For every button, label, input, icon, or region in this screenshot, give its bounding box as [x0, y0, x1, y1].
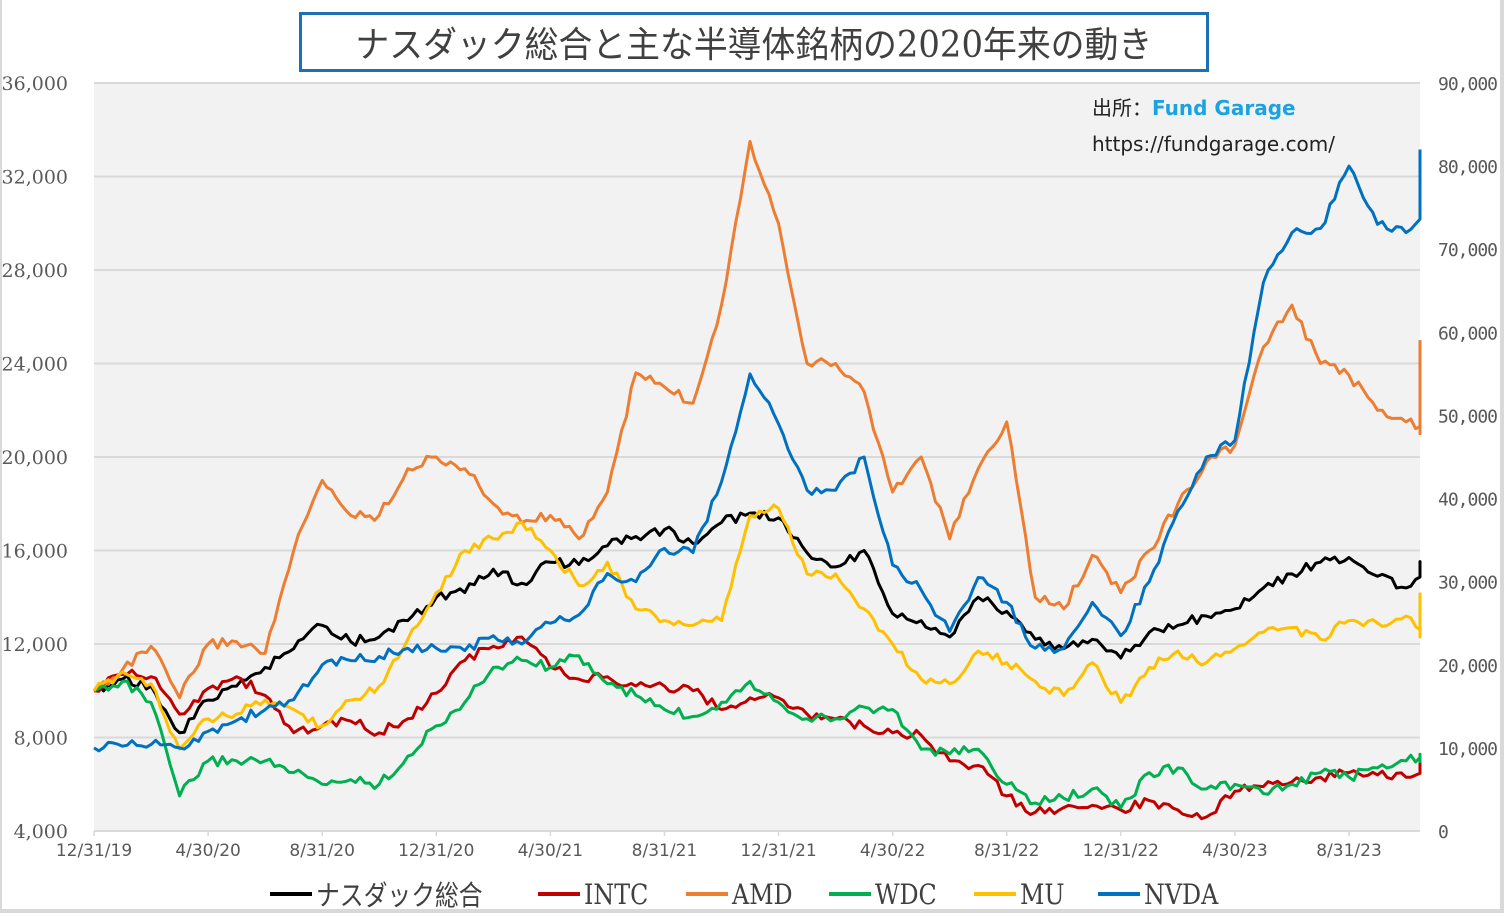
left-tick-label: 36,000	[2, 73, 68, 95]
right-tick-label: 10,000	[1438, 739, 1498, 760]
x-tick-label: 12/31/22	[1083, 841, 1159, 861]
left-tick-label: 4,000	[14, 821, 68, 843]
right-tick-label: 40,000	[1438, 490, 1498, 511]
legend-swatch	[270, 892, 312, 896]
x-tick-label: 12/31/20	[398, 841, 474, 861]
legend-label: AMD	[731, 877, 793, 911]
series-line-nvda	[93, 149, 1422, 753]
chart-title: ナスダック総合と主な半導体銘柄の2020年来の動き	[355, 25, 1153, 66]
x-tick-label: 4/30/20	[175, 841, 241, 861]
legend-label: WDC	[875, 877, 937, 911]
series-lines	[92, 139, 1422, 821]
left-tick-label: 32,000	[2, 167, 68, 189]
right-tick-label: 70,000	[1438, 240, 1498, 261]
legend-swatch	[1097, 892, 1140, 896]
x-tick-label: 8/31/23	[1316, 841, 1382, 861]
x-tick-label: 4/30/23	[1202, 841, 1268, 861]
x-tick-label: 12/31/19	[56, 841, 132, 861]
x-tick-label: 8/31/22	[974, 841, 1040, 861]
source-credit: 出所：Fund Garage	[1092, 92, 1296, 121]
source-label: 出所：	[1092, 96, 1152, 120]
legend-swatch	[538, 892, 581, 896]
legend-label: INTC	[584, 877, 649, 911]
x-tick-label: 12/31/21	[740, 841, 816, 861]
right-tick-label: 60,000	[1438, 323, 1498, 344]
x-tick-label: 4/30/22	[860, 841, 926, 861]
x-tick-label: 4/30/21	[518, 841, 584, 861]
legend-item[interactable]: NVDA	[1097, 877, 1231, 911]
series-line-mu	[92, 503, 1422, 751]
left-tick-label: 8,000	[14, 728, 68, 750]
x-tick-label: 8/31/21	[632, 841, 698, 861]
legend-item[interactable]: AMD	[685, 877, 803, 911]
right-tick-label: 20,000	[1438, 656, 1498, 677]
legend-label: MU	[1019, 877, 1065, 911]
right-tick-label: 90,000	[1438, 74, 1498, 95]
left-tick-label: 16,000	[2, 541, 68, 563]
legend-item[interactable]: ナスダック総合	[270, 874, 512, 914]
right-tick-label: 80,000	[1438, 157, 1498, 178]
left-tick-label: 12,000	[2, 634, 68, 656]
x-tick-label: 8/31/20	[289, 841, 355, 861]
legend-item[interactable]: MU	[973, 877, 1072, 911]
legend-label: ナスダック総合	[316, 879, 483, 912]
legend-swatch	[685, 892, 728, 896]
left-tick-label: 24,000	[2, 354, 68, 376]
left-axis: 4,000 8,000 12,000 16,000 20,000 24,000 28,000…	[2, 73, 68, 843]
legend-item[interactable]: INTC	[538, 878, 660, 911]
series-line-amd	[92, 139, 1422, 700]
legend-item[interactable]: WDC	[829, 878, 948, 911]
right-tick-label: 0	[1438, 822, 1449, 843]
right-axis: 0 10,000 20,000 30,000 40,000 50,000 60,000 70,…	[1438, 74, 1498, 843]
chart-title-box: ナスダック総合と主な半導体銘柄の2020年来の動き	[299, 12, 1209, 72]
right-tick-label: 30,000	[1438, 573, 1498, 594]
legend-label: NVDA	[1143, 877, 1219, 911]
x-axis: 12/31/19 4/30/20 8/31/20 12/31/20 4/30/21 8/3…	[56, 830, 1420, 861]
series-line-ナスダック総合	[92, 509, 1422, 735]
legend-swatch	[829, 892, 872, 896]
left-tick-label: 20,000	[2, 447, 68, 469]
series-line-wdc	[93, 653, 1422, 810]
left-tick-label: 28,000	[2, 260, 68, 282]
legend-swatch	[973, 892, 1016, 896]
source-url[interactable]: https://fundgarage.com/	[1092, 132, 1336, 156]
right-tick-label: 50,000	[1438, 406, 1498, 427]
source-brand: Fund Garage	[1152, 96, 1296, 120]
legend: ナスダック総合 INTC AMD WDC MU NVDA	[270, 874, 1231, 914]
